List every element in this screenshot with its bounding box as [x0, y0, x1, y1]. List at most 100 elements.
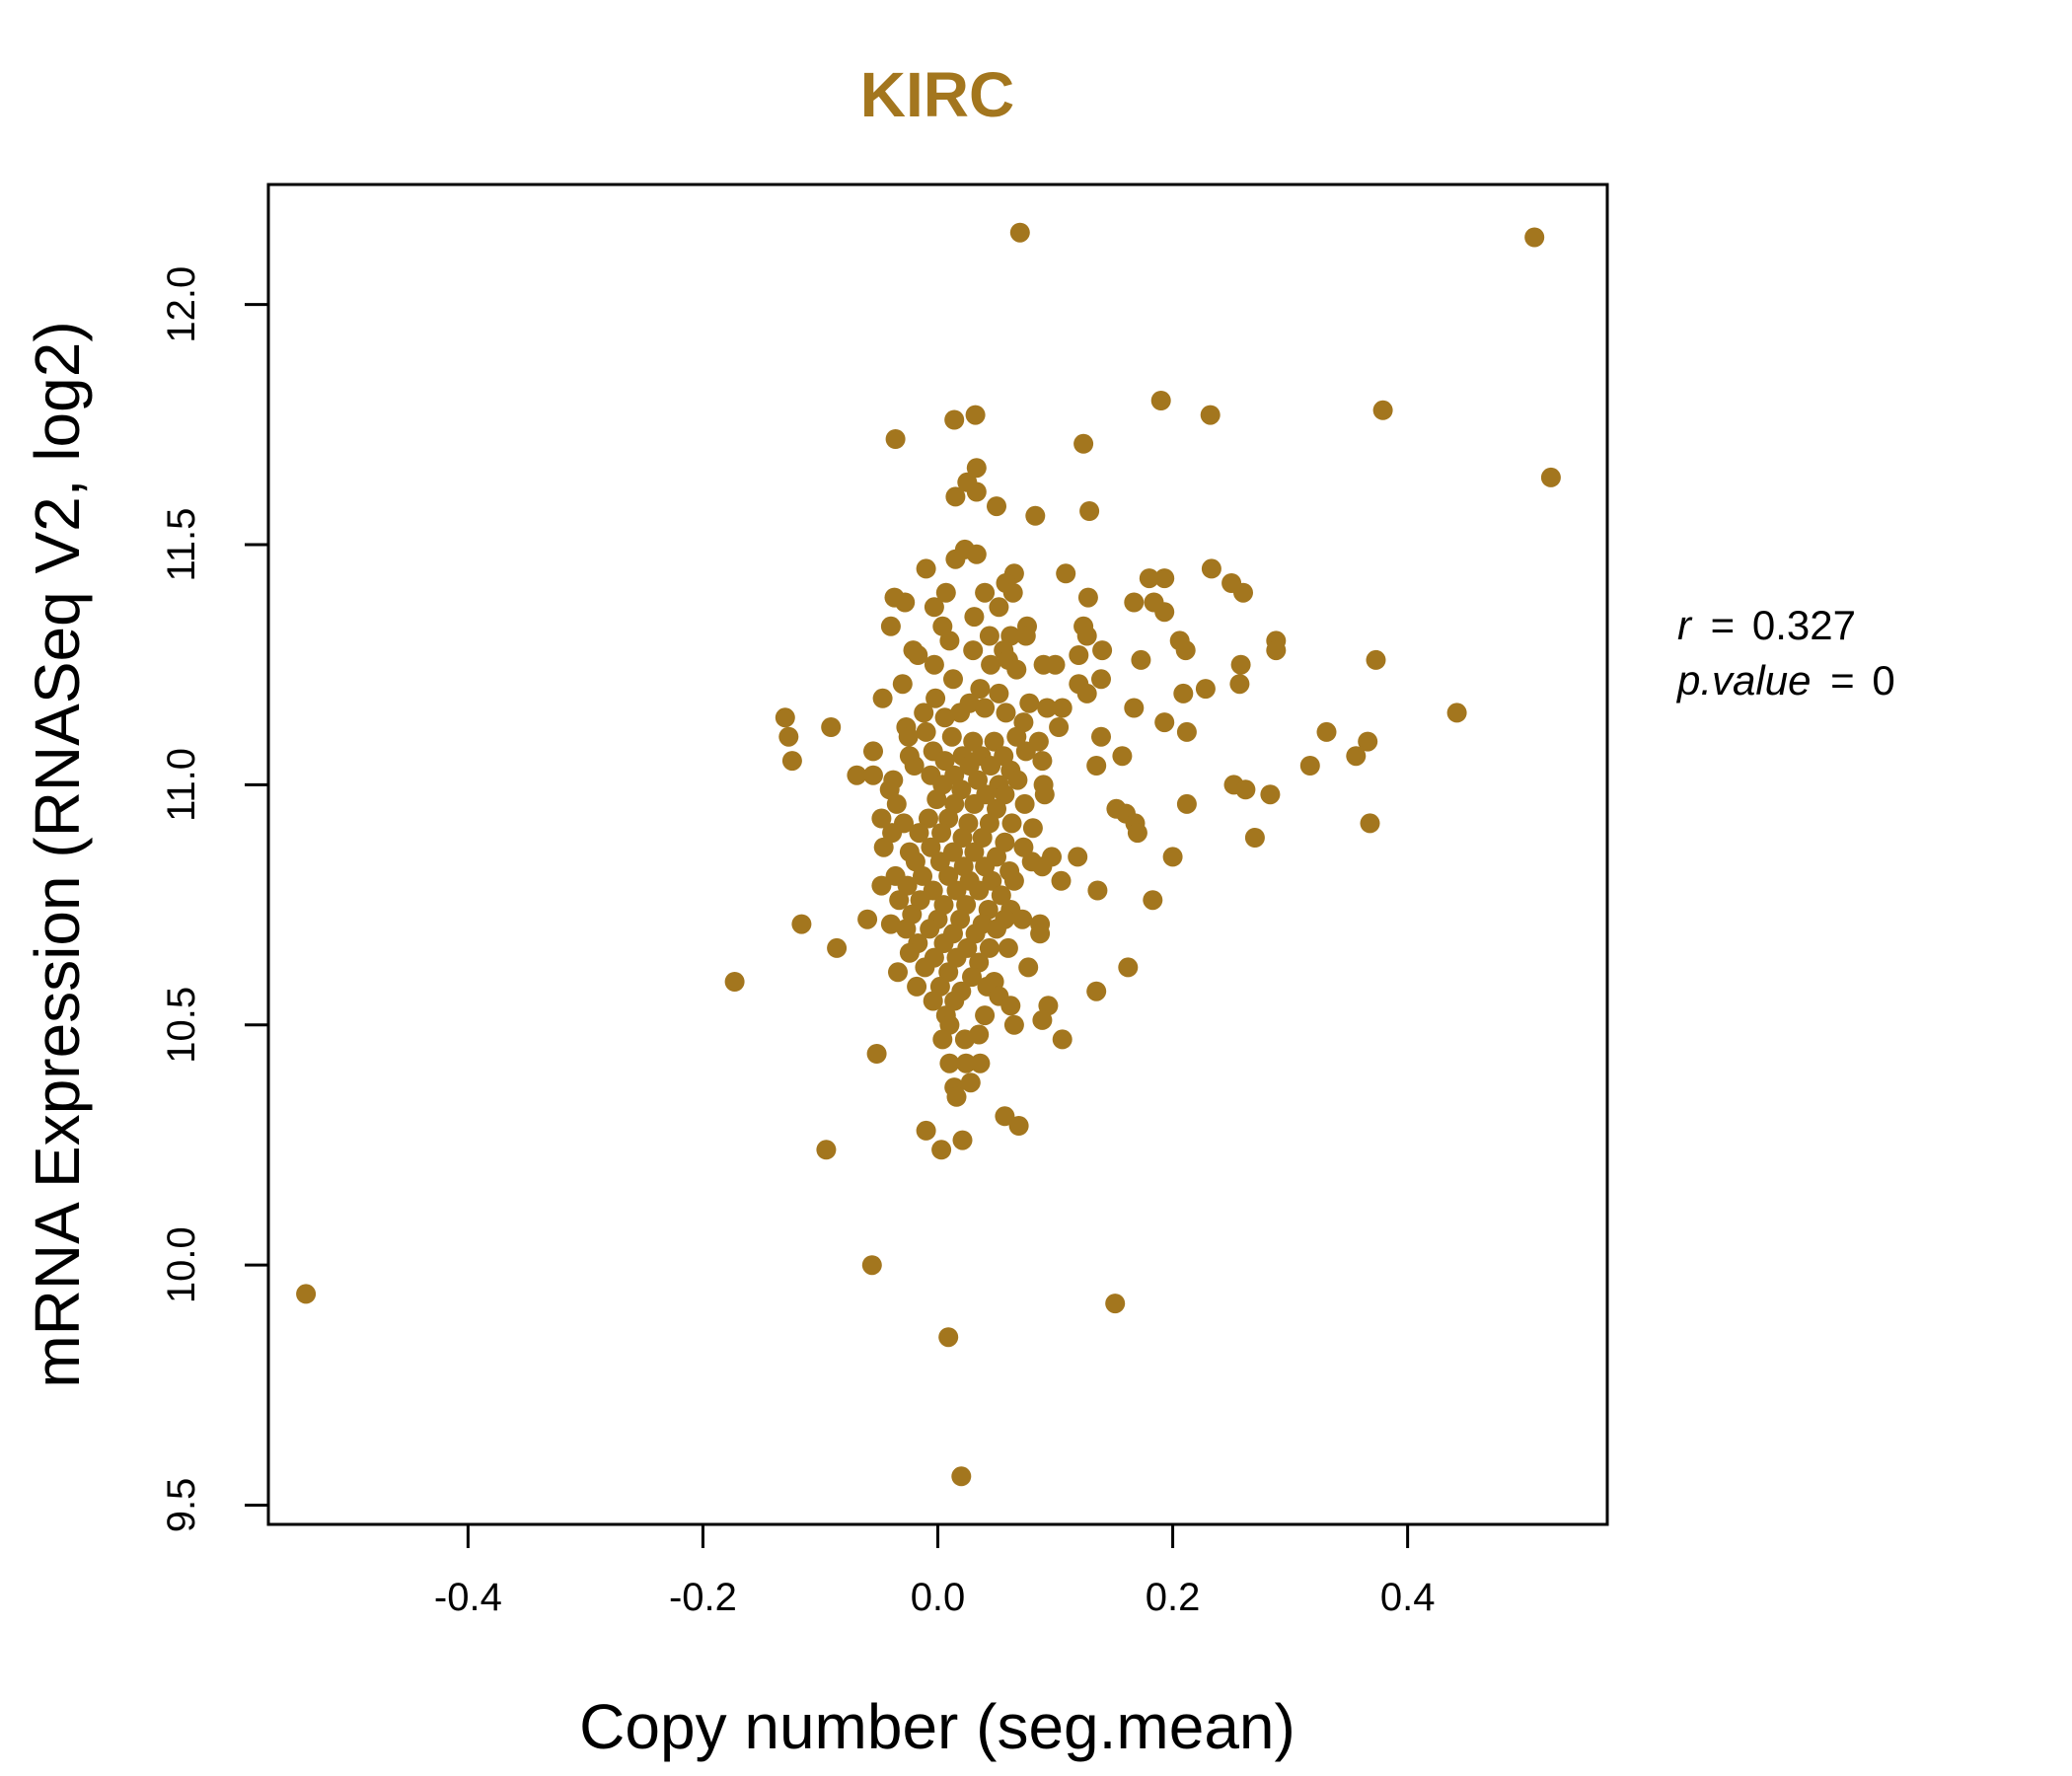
- data-point: [932, 1029, 953, 1050]
- x-tick-label: 0.2: [1146, 1576, 1201, 1619]
- data-point: [935, 582, 956, 603]
- data-point: [926, 789, 947, 809]
- data-point: [931, 1140, 952, 1160]
- data-point: [960, 1073, 981, 1093]
- data-point: [963, 731, 984, 752]
- data-point: [969, 880, 990, 901]
- data-point: [952, 828, 973, 848]
- data-point: [1086, 756, 1107, 776]
- data-point: [1034, 784, 1055, 805]
- data-point: [1056, 563, 1076, 584]
- data-point: [1112, 746, 1133, 767]
- y-tick-label: 9.5: [160, 1478, 203, 1533]
- data-point: [1154, 712, 1175, 733]
- data-point: [1076, 683, 1097, 703]
- y-tick-label: 10.0: [160, 1226, 203, 1303]
- data-point: [934, 751, 955, 772]
- data-point: [965, 405, 986, 425]
- data-point: [924, 654, 944, 675]
- data-point: [969, 1024, 990, 1045]
- data-point: [952, 1130, 973, 1150]
- data-point: [975, 582, 996, 603]
- data-point: [966, 458, 987, 479]
- data-point: [1006, 726, 1027, 747]
- data-point: [1524, 227, 1545, 248]
- data-point: [1037, 698, 1058, 718]
- data-point: [1260, 784, 1281, 805]
- data-point: [1127, 823, 1147, 844]
- data-point: [816, 1140, 837, 1160]
- x-tick-label: 0.0: [911, 1576, 966, 1619]
- y-tick-label: 11.5: [160, 508, 203, 582]
- data-point: [968, 770, 988, 790]
- data-point: [972, 828, 993, 848]
- data-point: [907, 976, 927, 997]
- x-tick-label: 0.4: [1380, 1576, 1436, 1619]
- data-point: [1446, 703, 1467, 723]
- data-point: [945, 486, 966, 507]
- data-point: [873, 837, 894, 857]
- data-point: [1201, 558, 1221, 579]
- data-point: [989, 683, 1009, 703]
- data-point: [1015, 626, 1036, 646]
- data-point: [984, 731, 1004, 752]
- data-point: [1086, 981, 1107, 1001]
- data-point: [938, 865, 959, 886]
- data-point: [1025, 505, 1046, 526]
- data-point: [966, 481, 987, 502]
- data-point: [885, 429, 906, 449]
- data-point: [1299, 756, 1320, 776]
- data-point: [941, 726, 962, 747]
- data-point: [1131, 649, 1151, 670]
- data-point: [791, 914, 812, 934]
- r-label: r: [1677, 602, 1693, 648]
- data-point: [1092, 640, 1113, 661]
- data-point: [1077, 587, 1098, 608]
- data-point: [966, 544, 987, 564]
- data-point: [975, 698, 996, 718]
- data-point: [987, 496, 1006, 517]
- data-point: [916, 558, 936, 579]
- data-point: [913, 865, 932, 886]
- data-point: [979, 626, 999, 646]
- data-point: [946, 880, 967, 901]
- data-point: [857, 909, 878, 929]
- data-point: [1118, 957, 1139, 978]
- data-point: [895, 592, 916, 613]
- data-point: [1372, 400, 1393, 420]
- data-point: [1360, 813, 1380, 834]
- p-value-statistic: p.value = 0: [1675, 657, 1895, 703]
- data-point: [1233, 582, 1253, 603]
- data-point: [991, 885, 1011, 906]
- data-point: [995, 784, 1015, 805]
- data-point: [933, 933, 954, 953]
- x-tick-label: -0.4: [434, 1576, 502, 1619]
- data-point: [1000, 996, 1021, 1016]
- data-point: [925, 688, 946, 708]
- data-point: [998, 937, 1018, 958]
- data-point: [946, 947, 967, 968]
- data-point: [963, 640, 984, 661]
- data-point: [1022, 818, 1043, 839]
- data-point: [821, 717, 842, 737]
- data-point: [296, 1284, 317, 1304]
- data-point: [975, 1005, 996, 1026]
- data-point: [872, 688, 893, 708]
- data-point: [1143, 890, 1163, 911]
- data-point: [1266, 640, 1287, 661]
- data-point: [1124, 592, 1145, 613]
- data-point: [959, 756, 980, 776]
- data-point: [970, 679, 991, 700]
- data-point: [938, 962, 959, 983]
- data-point: [962, 967, 982, 988]
- data-point: [921, 837, 941, 857]
- data-point: [904, 756, 925, 776]
- data-point: [939, 1053, 960, 1073]
- data-point: [1150, 391, 1171, 410]
- y-axis: 9.5 10.0 10.5 11.0 11.5 12.0: [160, 266, 270, 1533]
- data-point: [944, 409, 965, 430]
- data-point: [1002, 582, 1023, 603]
- data-point: [1030, 924, 1051, 944]
- data-point: [892, 674, 913, 695]
